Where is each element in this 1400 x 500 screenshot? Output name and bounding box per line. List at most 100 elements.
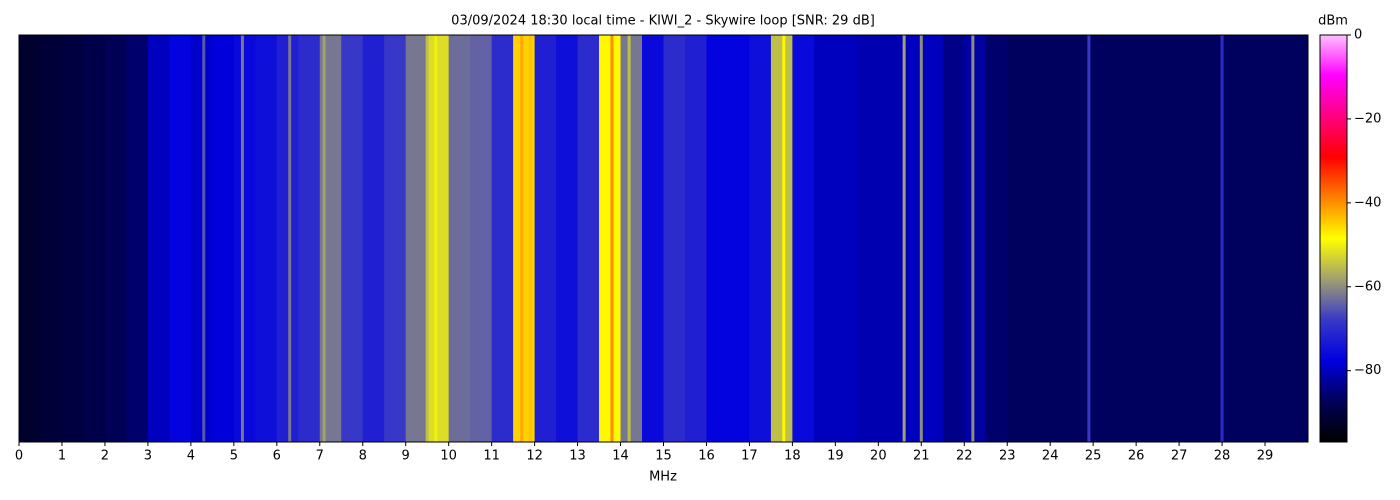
x-tick-label: 15 bbox=[655, 449, 672, 464]
spectrum-bin bbox=[663, 35, 686, 442]
x-tick-label: 22 bbox=[956, 449, 973, 464]
spectrum-bin bbox=[169, 35, 192, 442]
spectrum-bin bbox=[276, 35, 299, 442]
carrier-line bbox=[528, 35, 532, 442]
spectrum-bin bbox=[1050, 35, 1073, 442]
x-tick-label: 26 bbox=[1128, 449, 1145, 464]
x-tick-label: 13 bbox=[569, 449, 586, 464]
x-tick-label: 25 bbox=[1085, 449, 1102, 464]
x-tick-label: 29 bbox=[1257, 449, 1274, 464]
spectrum-bin bbox=[813, 35, 836, 442]
x-tick-label: 1 bbox=[58, 449, 66, 464]
carrier-line bbox=[971, 35, 975, 442]
x-tick-label: 10 bbox=[440, 449, 457, 464]
carrier-line bbox=[202, 35, 206, 442]
x-tick-label: 6 bbox=[273, 449, 281, 464]
spectrum-bin bbox=[642, 35, 664, 442]
spectrum-bin bbox=[1265, 35, 1288, 442]
spectrum-bin bbox=[1179, 35, 1202, 442]
x-tick-label: 11 bbox=[483, 449, 500, 464]
spectrum-bin bbox=[147, 35, 170, 442]
spectrum-bin bbox=[83, 35, 106, 442]
x-tick-label: 18 bbox=[784, 449, 801, 464]
spectrum-bin bbox=[835, 35, 858, 442]
spectrum-bin bbox=[491, 35, 514, 442]
spectrum-bin bbox=[190, 35, 213, 442]
spectrum-bin bbox=[61, 35, 84, 442]
carrier-line bbox=[610, 35, 614, 442]
carrier-line bbox=[288, 35, 292, 442]
spectrum-bin bbox=[1114, 35, 1137, 442]
spectrum-bin bbox=[384, 35, 407, 442]
spectrum-bin bbox=[577, 35, 600, 442]
x-tick-label: 20 bbox=[870, 449, 887, 464]
x-tick-label: 2 bbox=[101, 449, 109, 464]
spectrum-bin bbox=[620, 35, 643, 442]
spectrum-bin bbox=[770, 35, 793, 442]
spectrum-bin bbox=[298, 35, 321, 442]
spectrum-bin bbox=[556, 35, 579, 442]
spectrum-bin bbox=[534, 35, 557, 442]
carrier-line bbox=[902, 35, 906, 442]
carrier-line bbox=[919, 35, 923, 442]
x-tick-label: 7 bbox=[316, 449, 324, 464]
carrier-line bbox=[240, 35, 244, 442]
x-tick-label: 12 bbox=[526, 449, 543, 464]
spectrum-bin bbox=[856, 35, 879, 442]
x-tick-label: 17 bbox=[741, 449, 758, 464]
spectrum-bin bbox=[706, 35, 729, 442]
spectrum-bin bbox=[1222, 35, 1245, 442]
carrier-line bbox=[1220, 35, 1224, 442]
x-tick-label: 28 bbox=[1214, 449, 1231, 464]
x-tick-label: 27 bbox=[1171, 449, 1188, 464]
colorbar-tick-label: −40 bbox=[1354, 195, 1381, 210]
chart-title: 03/09/2024 18:30 local time - KIWI_2 - S… bbox=[451, 14, 875, 29]
spectrum-bin bbox=[233, 35, 256, 442]
spectrum-bin bbox=[599, 35, 622, 442]
spectrum-bin bbox=[362, 35, 385, 442]
colorbar-tick-label: −20 bbox=[1354, 111, 1381, 126]
carrier-line bbox=[627, 35, 631, 442]
spectrum-bin bbox=[341, 35, 364, 442]
x-tick-label: 5 bbox=[230, 449, 238, 464]
spectrum-bin bbox=[878, 35, 901, 442]
spectrum-bin bbox=[749, 35, 772, 442]
x-axis-label: MHz bbox=[649, 470, 677, 485]
spectrum-bin bbox=[684, 35, 707, 442]
x-tick-label: 8 bbox=[359, 449, 367, 464]
x-tick-label: 21 bbox=[913, 449, 930, 464]
colorbar-label: dBm bbox=[1318, 14, 1348, 29]
spectrum-bin bbox=[942, 35, 965, 442]
spectrum-bin bbox=[448, 35, 471, 442]
colorbar-tick-label: 0 bbox=[1354, 28, 1362, 43]
spectrum-bin bbox=[427, 35, 450, 442]
spectrum-bin bbox=[1157, 35, 1180, 442]
colorbar bbox=[1319, 34, 1348, 443]
x-tick-label: 16 bbox=[698, 449, 715, 464]
spectrum-bin bbox=[1028, 35, 1051, 442]
carrier-line bbox=[1087, 35, 1091, 442]
spectrum-bin bbox=[405, 35, 428, 442]
x-tick-label: 3 bbox=[144, 449, 152, 464]
spectrum-bin bbox=[727, 35, 750, 442]
spectrum-bin bbox=[470, 35, 493, 442]
spectrum-bin bbox=[1136, 35, 1159, 442]
spectrum-bin bbox=[1200, 35, 1223, 442]
carrier-line bbox=[782, 35, 786, 442]
spectrum-bin bbox=[792, 35, 815, 442]
colorbar-tick-label: −60 bbox=[1354, 279, 1381, 294]
x-tick-label: 23 bbox=[999, 449, 1016, 464]
spectrum-bin bbox=[255, 35, 278, 442]
carrier-line bbox=[434, 35, 438, 442]
carrier-line bbox=[425, 35, 429, 442]
spectrum-bin bbox=[19, 35, 41, 442]
x-tick-label: 19 bbox=[827, 449, 844, 464]
x-tick-label: 9 bbox=[402, 449, 410, 464]
spectrum-bin bbox=[40, 35, 63, 442]
carrier-line bbox=[520, 35, 524, 442]
spectrum-bin bbox=[1286, 35, 1309, 442]
x-tick-label: 4 bbox=[187, 449, 195, 464]
spectrum-bin bbox=[104, 35, 127, 442]
spectrum-bin bbox=[212, 35, 235, 442]
